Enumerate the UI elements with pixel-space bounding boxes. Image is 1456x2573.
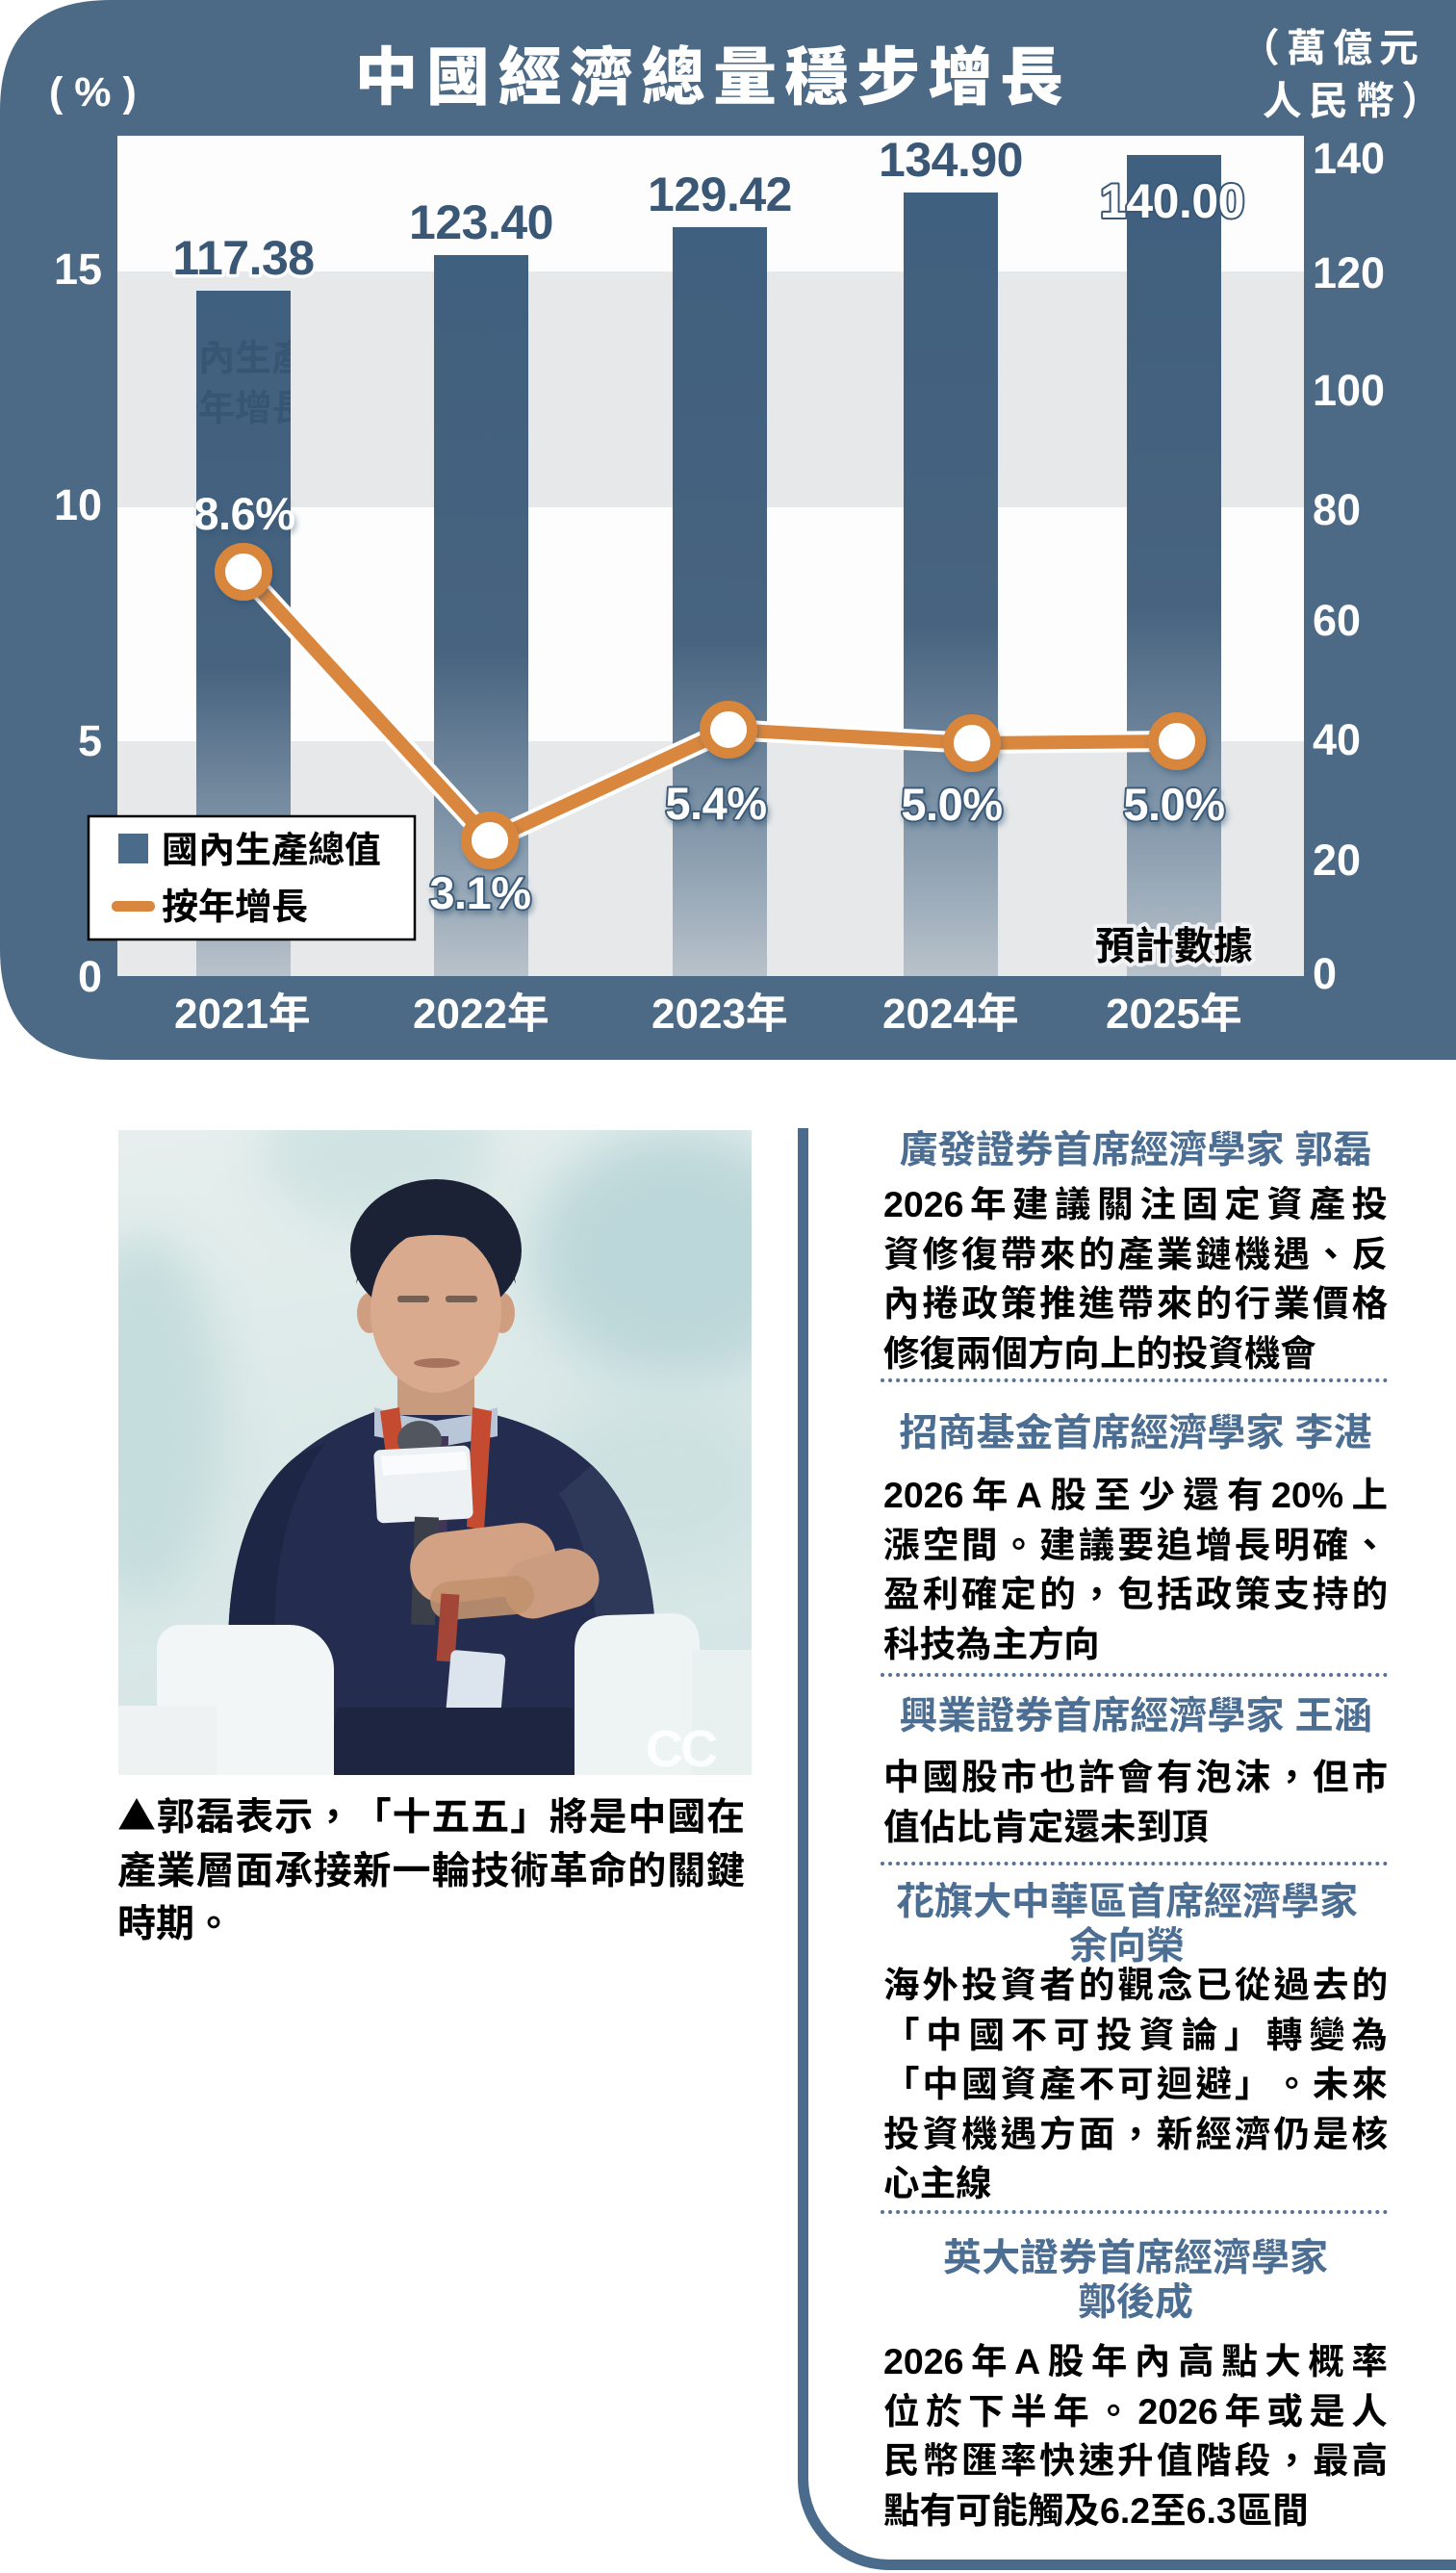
svg-text:預計數據: 預計數據 xyxy=(1095,913,1253,971)
svg-text:中國經濟總量穩步增長: 中國經濟總量穩步增長 xyxy=(355,26,1072,118)
svg-text:3.1%: 3.1% xyxy=(429,856,530,922)
svg-text:5.0%: 5.0% xyxy=(1123,767,1224,834)
svg-text:2025年: 2025年 xyxy=(1106,979,1242,1041)
svg-text:140: 140 xyxy=(1313,123,1385,186)
svg-text:134.90: 134.90 xyxy=(879,121,1023,191)
svg-text:140.00: 140.00 xyxy=(1100,163,1244,232)
svg-text:5.0%: 5.0% xyxy=(901,767,1002,834)
svg-text:0: 0 xyxy=(78,941,102,1004)
svg-text:0: 0 xyxy=(1313,939,1337,1001)
svg-text:129.42: 129.42 xyxy=(648,156,792,225)
svg-text:8.6%: 8.6% xyxy=(193,476,294,543)
svg-text:( % ): ( % ) xyxy=(49,69,137,116)
svg-text:100: 100 xyxy=(1313,355,1385,418)
svg-text:（萬億元: （萬億元 xyxy=(1240,15,1425,73)
svg-text:人民幣）: 人民幣） xyxy=(1263,68,1447,126)
svg-text:國內生產總值: 國內生產總值 xyxy=(162,328,381,381)
svg-text:2022年: 2022年 xyxy=(413,979,549,1041)
svg-text:120: 120 xyxy=(1313,238,1385,300)
svg-text:20: 20 xyxy=(1313,825,1361,888)
svg-text:15: 15 xyxy=(54,234,102,296)
svg-text:60: 60 xyxy=(1313,585,1361,648)
svg-text:123.40: 123.40 xyxy=(409,184,553,253)
svg-text:80: 80 xyxy=(1313,475,1361,537)
svg-text:10: 10 xyxy=(54,470,102,532)
svg-text:按年增長: 按年增長 xyxy=(162,877,308,930)
svg-text:2021年: 2021年 xyxy=(174,979,311,1041)
svg-text:5: 5 xyxy=(78,706,102,768)
svg-text:2023年: 2023年 xyxy=(651,979,788,1041)
svg-text:5.4%: 5.4% xyxy=(665,766,766,833)
svg-text:117.38: 117.38 xyxy=(172,219,314,289)
svg-text:國內生產總值: 國內生產總值 xyxy=(162,820,381,873)
svg-text:2024年: 2024年 xyxy=(882,979,1019,1041)
svg-text:40: 40 xyxy=(1313,705,1361,767)
svg-text:按年增長: 按年增長 xyxy=(162,378,308,431)
